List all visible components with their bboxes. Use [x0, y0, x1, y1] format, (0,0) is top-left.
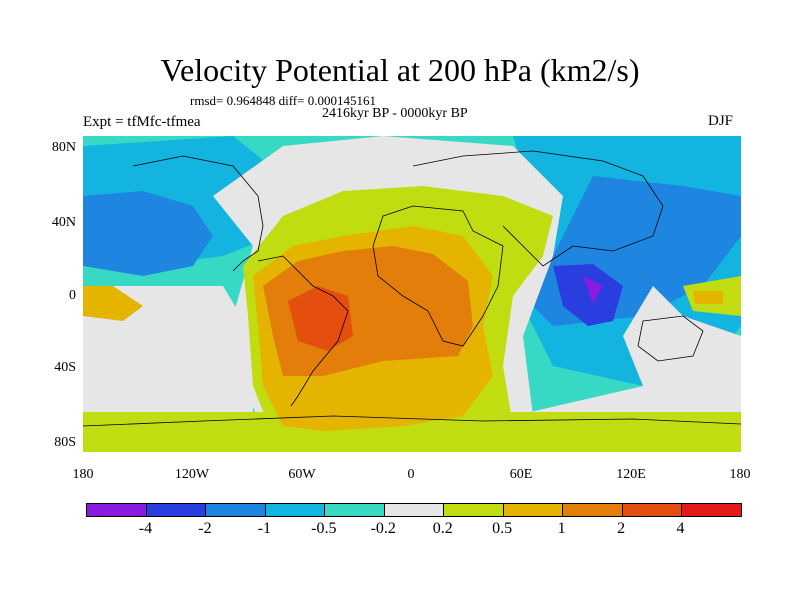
colorbar-label: 4: [676, 520, 685, 537]
colorbar-label: 2: [617, 520, 626, 537]
field-yellow-epacific: [83, 286, 143, 321]
colorbar-segment: [146, 504, 207, 516]
season-label: DJF: [708, 113, 734, 129]
colorbar-label: -2: [198, 520, 212, 537]
lon-label: 60E: [509, 467, 533, 482]
lat-label: 40N: [51, 215, 76, 230]
lat-label: 80N: [51, 140, 76, 155]
experiment-label: Expt = tfMfc-tfmea: [83, 114, 201, 130]
colorbar-label: 1: [557, 520, 566, 537]
colorbar-label: -0.2: [370, 520, 396, 537]
colorbar-label: 0.5: [492, 520, 513, 537]
colorbar-label: -0.5: [311, 520, 337, 537]
map-panel: [83, 136, 741, 452]
lat-label: 0: [69, 288, 76, 303]
lon-label: 60W: [288, 467, 316, 482]
colorbar-segment: [87, 504, 147, 516]
lat-label: 80S: [54, 435, 76, 450]
lon-label: 0: [407, 467, 415, 482]
stats-text: rmsd= 0.964848 diff= 0.000145161: [190, 93, 376, 108]
field-darkblue-indonesia: [553, 264, 623, 326]
colorbar-segment: [682, 504, 742, 516]
field-yellow-wpacific: [693, 291, 723, 304]
colorbar-segment: [325, 504, 385, 516]
coast-south-america: [257, 255, 349, 407]
field-green-antarctic: [83, 412, 741, 452]
coast-africa: [372, 205, 504, 347]
colorbar-segment: [384, 504, 445, 516]
field-purple-indonesia: [583, 276, 603, 304]
lon-label: 180: [729, 467, 751, 482]
colorbar-segment: [503, 504, 564, 516]
colorbar-label: 0.2: [432, 520, 453, 537]
lon-label: 120E: [616, 467, 646, 482]
colorbar-segment: [265, 504, 326, 516]
period-text: 2416kyr BP - 0000kyr BP: [322, 106, 468, 121]
colorbar-label: -1: [257, 520, 272, 537]
coast-eurasia: [412, 150, 664, 267]
field-blue-npacific: [83, 191, 213, 276]
plot-title: Velocity Potential at 200 hPa (km2/s): [160, 52, 640, 88]
coast-north-america: [132, 155, 264, 272]
field-grey-spacific: [83, 286, 253, 426]
colorbar-segment: [563, 504, 623, 516]
coastlines: [83, 150, 741, 427]
velocity-potential-map: [83, 136, 741, 452]
lon-label: 180: [72, 467, 94, 482]
lat-label: 40S: [54, 360, 76, 375]
colorbar-segment: [206, 504, 266, 516]
colorbar: [86, 503, 742, 517]
field-red-brazil: [288, 286, 353, 351]
colorbar-segment: [622, 504, 683, 516]
coast-antarctica: [83, 415, 741, 427]
colorbar-label: -4: [138, 520, 153, 537]
colorbar-segment: [444, 504, 504, 516]
lon-label: 120W: [174, 467, 210, 482]
coast-australia: [637, 315, 704, 362]
